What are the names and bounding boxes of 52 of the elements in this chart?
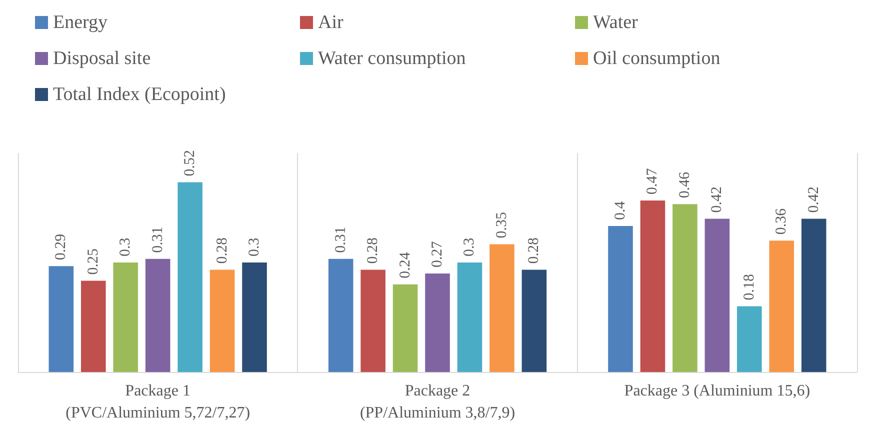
data-label: 0.31 [332,226,349,253]
data-label: 0.27 [430,240,446,268]
bar [769,240,794,372]
x-tick-label: Package 2 (PP/Aluminium 3,8/7,9) [360,382,516,422]
data-label: 0.4 [612,200,628,220]
bar [457,262,482,372]
data-label: 0.42 [709,186,726,213]
bar [522,270,547,372]
data-label: 0.31 [150,226,166,253]
data-label: 0.18 [741,274,758,300]
bar [392,284,418,372]
data-label: 0.25 [85,248,102,275]
bar [425,273,450,372]
x-tick-label: Package 3 (Aluminium 15,6) [624,382,810,400]
data-label: 0.42 [806,186,822,213]
data-label: 0.28 [365,238,382,264]
bar [80,280,106,372]
legend-label: Disposal site [53,48,151,69]
data-label: 0.3 [246,238,263,256]
bar [328,258,354,372]
bar [704,218,730,372]
data-label: 0.3 [118,238,134,256]
bar [672,204,698,372]
data-label: 0.28 [214,238,230,264]
bar [490,244,514,372]
bar [801,218,826,372]
legend-label: Energy [53,12,108,33]
data-label: 0.28 [526,238,542,264]
data-label: 0.3 [462,238,478,256]
bar [360,270,386,372]
bar [242,262,267,372]
bar [640,200,666,372]
legend-label: Water consumption [318,48,466,69]
data-label: 0.36 [774,208,790,235]
bar [210,270,235,372]
x-tick-label: Package 1 (PVC/Aluminium 5,72/7,27) [66,382,250,422]
bar [145,258,170,372]
legend-label: Oil consumption [593,48,721,69]
data-label: 0.35 [494,212,510,238]
legend-label: Total Index (Ecopoint) [53,84,226,105]
bar [113,262,138,372]
bar [178,182,202,372]
data-label: 0.47 [644,168,661,194]
bar [737,306,762,372]
bar [48,266,74,372]
data-label: 0.29 [53,234,70,260]
bar [608,226,633,372]
data-label: 0.52 [182,150,198,176]
legend-label: Water [593,12,639,33]
data-label: 0.46 [676,171,693,198]
data-label: 0.24 [397,252,414,278]
legend-label: Air [318,12,344,33]
